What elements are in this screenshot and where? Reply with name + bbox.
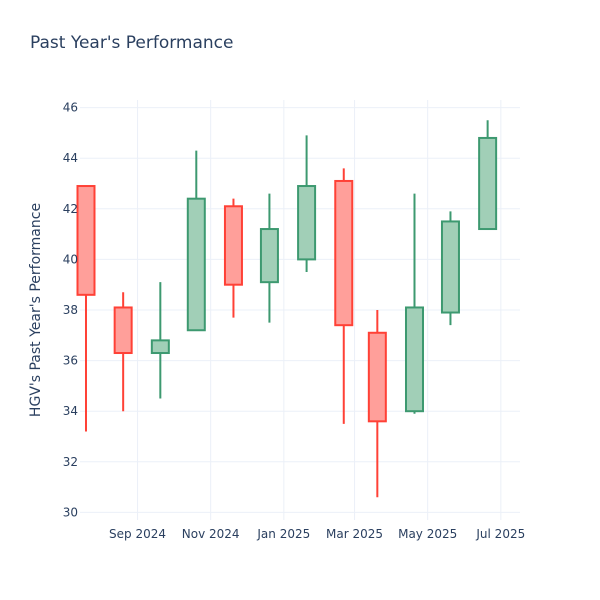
- candle-body: [113, 306, 133, 355]
- x-tick-label-3: Mar 2025: [326, 527, 383, 541]
- candle-body: [478, 136, 498, 231]
- candle-body: [404, 306, 424, 413]
- candle-body: [150, 339, 170, 355]
- tick-layer: 30 32 34 36 38 40 42 44 46 Sep 2024 Nov 2024 Jan 20…: [63, 101, 526, 541]
- candle-2025-05-20: [440, 211, 460, 326]
- grid-layer: [80, 100, 520, 520]
- candle-body: [440, 220, 460, 314]
- candle-layer: [76, 120, 498, 498]
- candle-body: [334, 179, 354, 327]
- y-axis-title: HGV's Past Year's Performance: [28, 203, 44, 417]
- y-tick-label-34: 34: [63, 404, 78, 418]
- y-tick-label-40: 40: [63, 252, 78, 266]
- x-tick-label-0: Sep 2024: [109, 527, 166, 541]
- candle-2024-07-20: [76, 185, 96, 432]
- candle-2024-08-20: [113, 292, 133, 412]
- x-tick-label-1: Nov 2024: [182, 527, 240, 541]
- y-tick-label-46: 46: [63, 101, 78, 115]
- candle-2024-11-20: [223, 198, 243, 318]
- y-tick-label-44: 44: [63, 151, 78, 165]
- candle-2024-12-20: [259, 193, 279, 323]
- y-tick-label-38: 38: [63, 303, 78, 317]
- candle-2025-01-20: [297, 135, 317, 273]
- y-tick-label-36: 36: [63, 354, 78, 368]
- candle-body: [76, 185, 96, 296]
- x-tick-label-4: May 2025: [398, 527, 457, 541]
- candle-body: [259, 228, 279, 284]
- candle-2024-09-20: [150, 282, 170, 399]
- candle-body: [186, 197, 206, 332]
- y-tick-label-32: 32: [63, 455, 78, 469]
- candle-2025-03-20: [367, 310, 387, 498]
- y-tick-label-42: 42: [63, 202, 78, 216]
- candle-body: [297, 185, 317, 261]
- candle-body: [367, 331, 387, 423]
- candle-2025-02-20: [334, 168, 354, 424]
- candle-body: [223, 205, 243, 286]
- y-tick-label-30: 30: [63, 505, 78, 519]
- x-tick-label-2: Jan 2025: [256, 527, 310, 541]
- candle-2024-10-20: [186, 150, 206, 332]
- candle-2025-06-20: [478, 120, 498, 231]
- x-tick-label-5: Jul 2025: [475, 527, 525, 541]
- chart-title: Past Year's Performance: [30, 33, 234, 53]
- candle-2025-04-20: [404, 193, 424, 414]
